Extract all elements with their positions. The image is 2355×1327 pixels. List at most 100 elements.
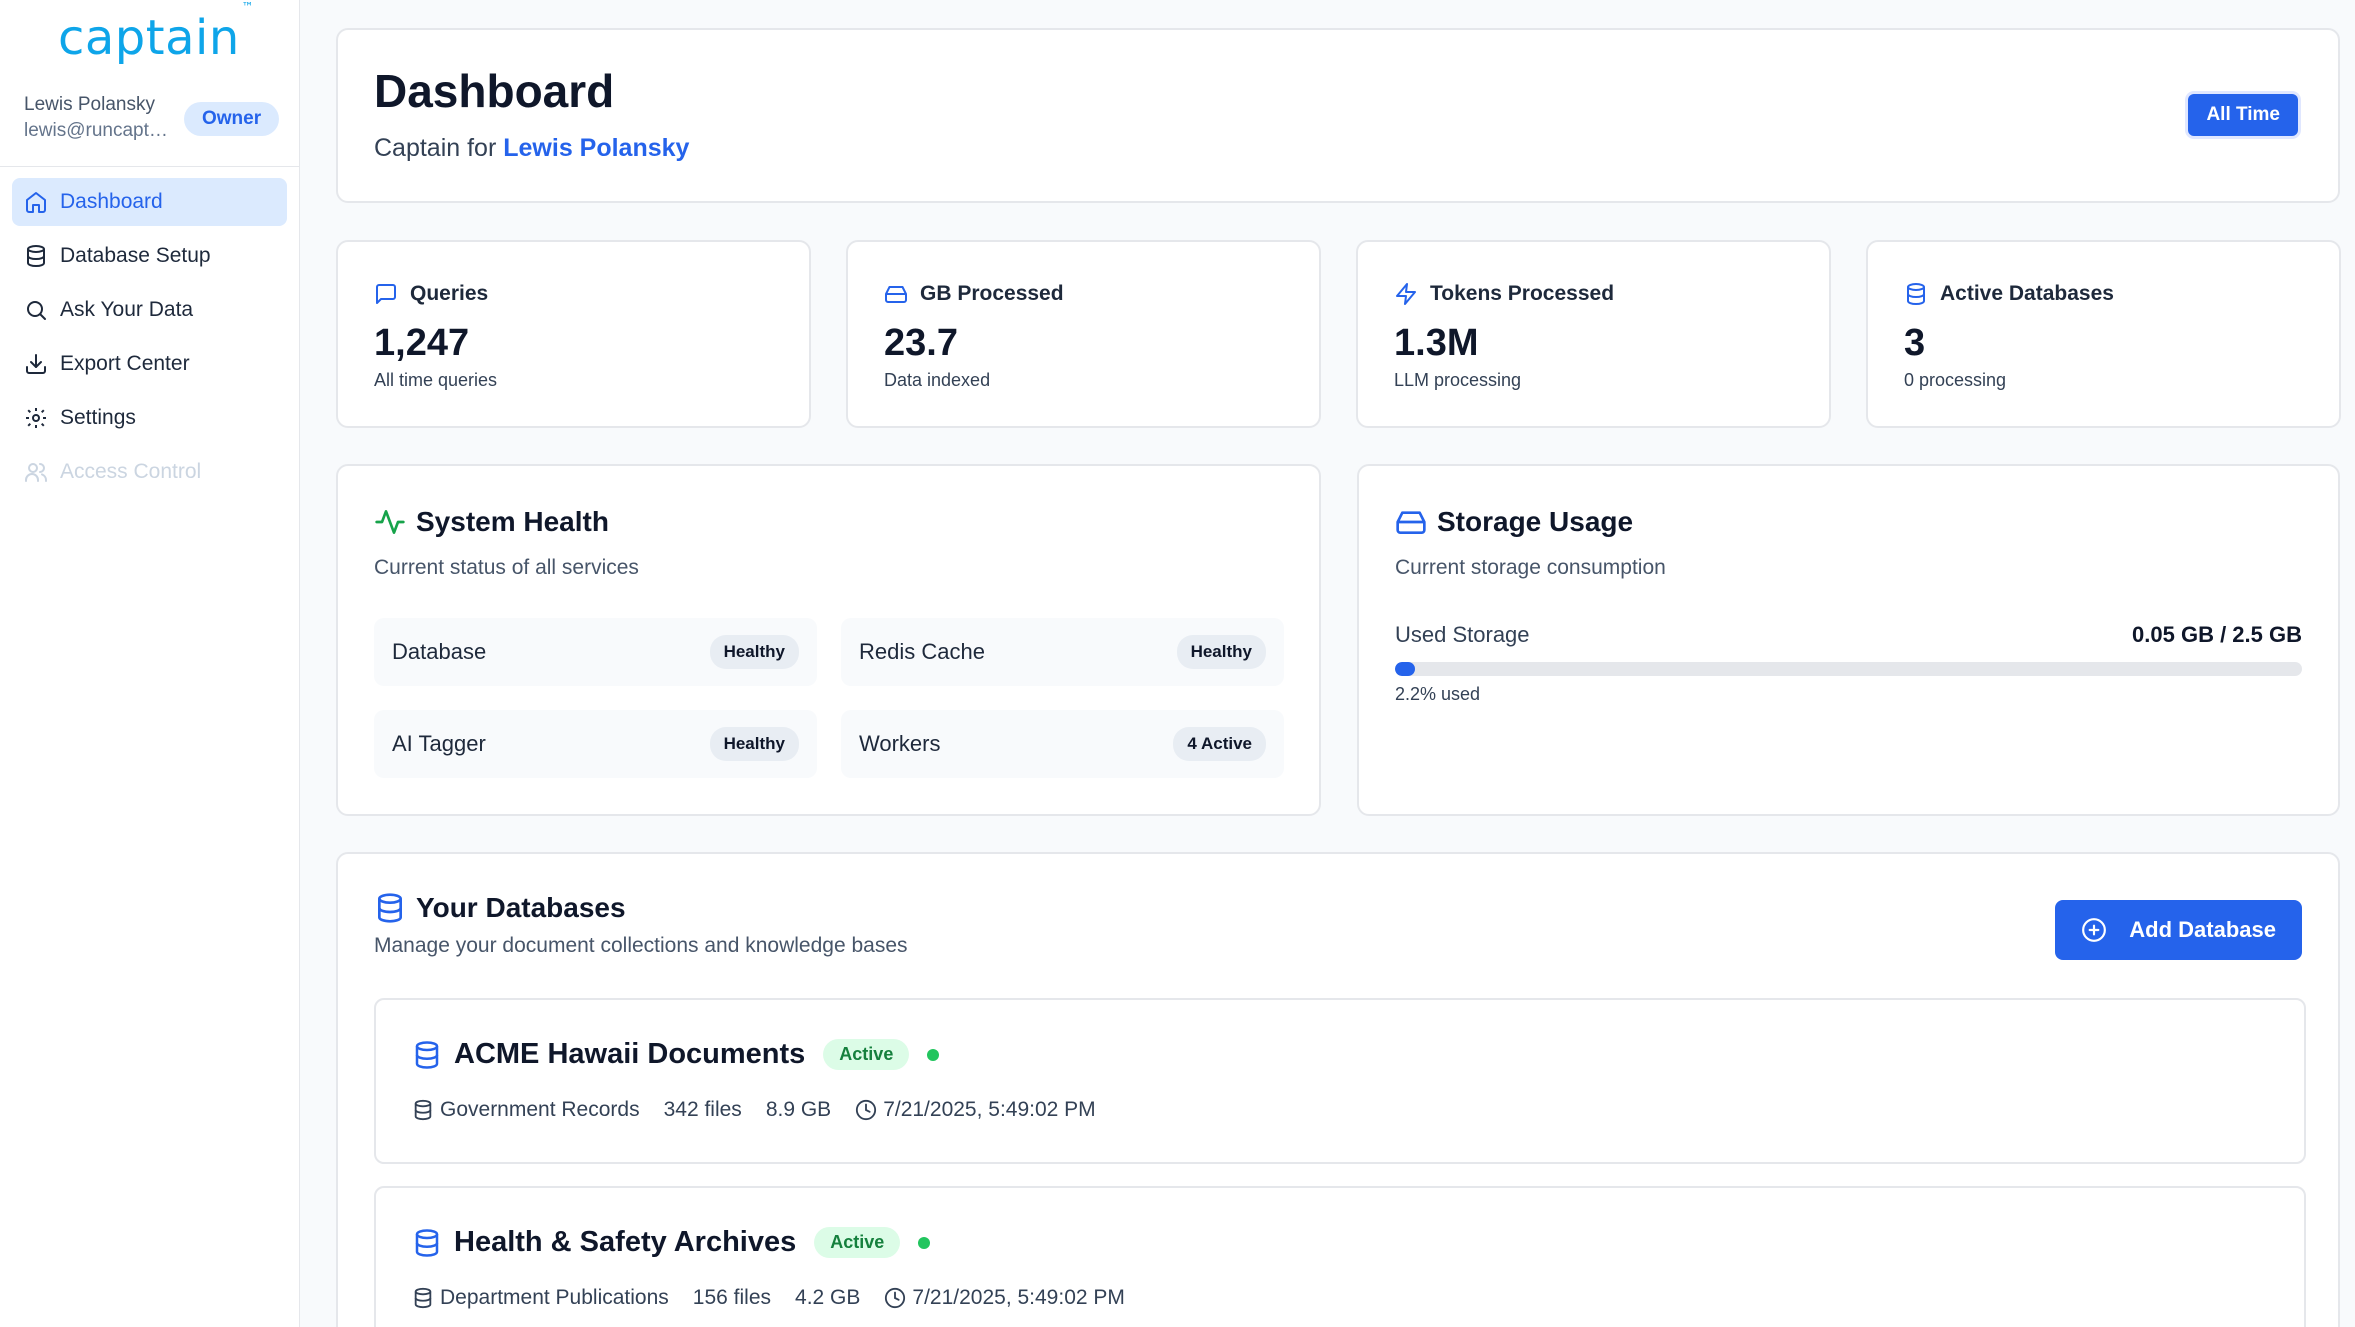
status-badge: Healthy: [709, 635, 799, 669]
page-subtitle: Captain for Lewis Polansky: [374, 134, 689, 163]
home-icon: [26, 192, 46, 213]
sidebar-item-access-control[interactable]: Access Control: [12, 448, 287, 496]
database-icon: [1907, 283, 1925, 306]
database-icon: [414, 1287, 432, 1309]
user-name: Lewis Polansky: [24, 94, 155, 115]
status-badge: Healthy: [1176, 635, 1266, 669]
section-title-text: Your Databases: [416, 892, 626, 923]
download-icon: [26, 354, 46, 374]
stat-card-queries: Queries 1,247 All time queries: [336, 240, 811, 428]
database-icon: [378, 893, 402, 923]
database-name-row: ACME Hawaii Documents Active: [412, 1038, 940, 1071]
sidebar-item-ask-your-data[interactable]: Ask Your Data: [12, 286, 287, 334]
clock-icon: [885, 1287, 906, 1309]
updated-text: 7/21/2025, 5:49:02 PM: [912, 1286, 1125, 1309]
status-dot: [927, 1048, 940, 1061]
database-size: 8.9 GB: [765, 1098, 832, 1121]
sidebar-item-dashboard[interactable]: Dashboard: [12, 178, 287, 226]
stat-label: Queries: [374, 282, 488, 306]
storage-used-text: 2.2% used: [1395, 684, 1481, 704]
add-database-button[interactable]: Add Database: [2055, 900, 2302, 960]
database-category: Government Records: [412, 1098, 640, 1122]
stat-label-text: Active Databases: [1940, 282, 2114, 305]
database-size: 4.2 GB: [795, 1286, 861, 1309]
dashboard-header: Dashboard Captain for Lewis Polansky All…: [336, 28, 2340, 203]
status-dot: [918, 1236, 931, 1249]
section-title-text: System Health: [416, 506, 609, 537]
sidebar-nav: Dashboard Database Setup Ask Your Data E…: [12, 178, 287, 502]
database-files: 342 files: [663, 1098, 742, 1121]
sidebar-divider: [0, 166, 300, 167]
databases-title: Your Databases: [374, 892, 626, 924]
status-badge: Active: [814, 1227, 901, 1258]
category-text: Government Records: [440, 1098, 640, 1121]
storage-row: Used Storage 0.05 GB / 2.5 GB: [1395, 622, 2302, 648]
stat-label-text: Queries: [410, 282, 489, 305]
system-health-card: System Health Current status of all serv…: [336, 464, 1321, 816]
sidebar-item-label: Settings: [60, 406, 136, 429]
database-name: ACME Hawaii Documents: [454, 1038, 806, 1070]
section-title-text: Storage Usage: [1437, 506, 1634, 537]
brand-logo[interactable]: captain™: [58, 0, 254, 66]
updated-text: 7/21/2025, 5:49:02 PM: [883, 1098, 1096, 1121]
database-icon: [27, 245, 45, 268]
subtitle-owner: Lewis Polansky: [503, 134, 690, 162]
storage-usage-card: Storage Usage Current storage consumptio…: [1357, 464, 2340, 816]
sidebar-item-label: Export Center: [60, 352, 190, 375]
hard-drive-icon: [1396, 511, 1426, 534]
users-icon: [25, 463, 47, 482]
storage-usage-subtitle: Current storage consumption: [1395, 556, 1666, 579]
time-range-button[interactable]: All Time: [2188, 94, 2298, 136]
database-icon: [414, 1099, 432, 1121]
stat-label-text: Tokens Processed: [1430, 282, 1615, 305]
storage-usage-title: Storage Usage: [1395, 506, 1633, 538]
sidebar: captain™ Lewis Polansky lewis@runcaptain…: [0, 0, 300, 1327]
database-meta: Department Publications 156 files 4.2 GB…: [412, 1286, 1149, 1310]
sidebar-item-database-setup[interactable]: Database Setup: [12, 232, 287, 280]
stat-card-gb-processed: GB Processed 23.7 Data indexed: [846, 240, 1321, 428]
stat-desc: 0 processing: [1904, 370, 2007, 390]
sidebar-item-label: Ask Your Data: [60, 298, 194, 321]
database-updated: 7/21/2025, 5:49:02 PM: [884, 1286, 1125, 1310]
stat-value: 3: [1904, 322, 1926, 364]
sidebar-item-label: Dashboard: [60, 190, 163, 213]
service-name: AI Tagger: [392, 731, 486, 756]
database-item[interactable]: ACME Hawaii Documents Active Government …: [374, 998, 2306, 1164]
service-database: Database Healthy: [374, 618, 817, 686]
category-text: Department Publications: [440, 1286, 669, 1309]
stat-desc: LLM processing: [1394, 370, 1522, 390]
stat-card-active-databases: Active Databases 3 0 processing: [1866, 240, 2341, 428]
user-profile[interactable]: Lewis Polansky lewis@runcaptain.com Owne…: [24, 94, 284, 142]
stat-label: GB Processed: [884, 282, 1064, 306]
hard-drive-icon: [885, 286, 907, 303]
database-name-row: Health & Safety Archives Active: [412, 1226, 931, 1259]
service-redis-cache: Redis Cache Healthy: [841, 618, 1284, 686]
databases-card: Your Databases Manage your document coll…: [336, 852, 2340, 1327]
status-badge: Healthy: [709, 727, 799, 761]
zap-icon: [1396, 283, 1416, 305]
stat-card-tokens-processed: Tokens Processed 1.3M LLM processing: [1356, 240, 1831, 428]
plus-circle-icon: [2082, 918, 2107, 942]
stat-desc: Data indexed: [884, 370, 991, 390]
status-badge: Active: [823, 1039, 910, 1070]
stat-desc: All time queries: [374, 370, 498, 390]
database-files: 156 files: [692, 1286, 772, 1309]
clock-icon: [856, 1099, 877, 1121]
sidebar-item-label: Access Control: [60, 460, 202, 483]
search-icon: [27, 301, 46, 320]
database-icon: [415, 1040, 439, 1069]
storage-value: 0.05 GB / 2.5 GB: [2132, 622, 2302, 647]
brand-name: captain: [58, 10, 240, 66]
database-name: Health & Safety Archives: [454, 1226, 797, 1258]
stat-label: Active Databases: [1904, 282, 2114, 306]
sidebar-item-settings[interactable]: Settings: [12, 394, 287, 442]
service-workers: Workers 4 Active: [841, 710, 1284, 778]
sidebar-item-export-center[interactable]: Export Center: [12, 340, 287, 388]
message-icon: [376, 284, 396, 304]
role-badge: Owner: [184, 102, 280, 136]
service-name: Redis Cache: [859, 639, 985, 664]
user-email: lewis@runcaptain.com: [24, 120, 169, 141]
stat-value: 1,247: [374, 322, 470, 364]
sidebar-item-label: Database Setup: [60, 244, 211, 267]
database-item[interactable]: Health & Safety Archives Active Departme…: [374, 1186, 2306, 1327]
